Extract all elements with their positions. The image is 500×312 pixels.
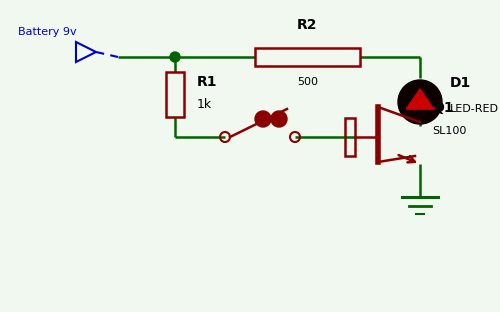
Polygon shape: [407, 89, 433, 108]
Text: D1: D1: [450, 76, 471, 90]
Circle shape: [398, 80, 442, 124]
Bar: [255, 48, 360, 66]
Text: 1k: 1k: [197, 99, 212, 111]
Bar: [166, 72, 184, 117]
Text: R2: R2: [297, 18, 318, 32]
Bar: [345, 118, 355, 156]
Circle shape: [255, 111, 271, 127]
Text: 500: 500: [297, 77, 318, 87]
Text: Q1: Q1: [432, 101, 454, 115]
Text: LED-RED: LED-RED: [450, 104, 499, 114]
Circle shape: [170, 52, 180, 62]
Text: Battery 9v: Battery 9v: [18, 27, 76, 37]
Text: R1: R1: [197, 76, 218, 90]
Circle shape: [271, 111, 287, 127]
Text: SL100: SL100: [432, 126, 466, 136]
